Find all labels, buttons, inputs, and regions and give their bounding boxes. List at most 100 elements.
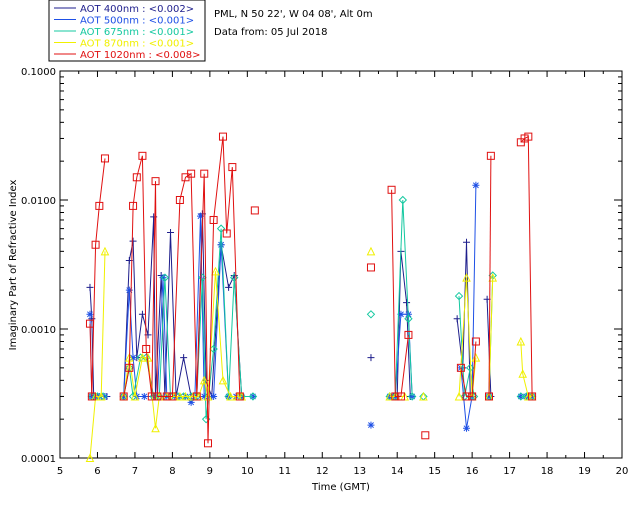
marker-triangle	[203, 391, 213, 401]
marker-triangle	[211, 266, 220, 276]
x-axis: 5 6 7 8 9 10 11 12 13 14 15 16 17 18 19 20	[57, 71, 629, 477]
marker-square	[91, 240, 100, 249]
marker-plus	[138, 310, 146, 318]
marker-plus	[463, 238, 471, 246]
marker-plus	[129, 237, 137, 245]
marker-triangle	[85, 453, 95, 462]
x-tick-label: 6	[94, 466, 100, 477]
marker-asterisk	[200, 392, 208, 400]
marker-asterisk	[397, 310, 405, 318]
marker-square	[200, 169, 209, 178]
x-tick-label: 5	[57, 466, 63, 477]
marker-plus	[367, 354, 375, 362]
series-line	[123, 228, 253, 420]
marker-diamond	[407, 392, 417, 401]
marker-square	[209, 215, 218, 224]
marker-triangle	[419, 391, 428, 401]
marker-square	[528, 392, 537, 401]
marker-square	[486, 151, 495, 160]
marker-asterisk	[140, 392, 148, 400]
marker-triangle	[130, 391, 140, 401]
x-tick-label: 9	[207, 466, 213, 477]
site-info: PML, N 50 22', W 04 08', Alt 0m	[214, 9, 373, 20]
marker-triangle	[462, 273, 471, 282]
marker-diamond	[398, 195, 408, 205]
series-line	[123, 271, 242, 429]
marker-triangle	[488, 273, 498, 282]
marker-square	[524, 132, 533, 141]
marker-asterisk	[125, 286, 133, 294]
series-line	[520, 341, 533, 397]
series-line	[123, 136, 241, 444]
marker-square	[168, 392, 177, 401]
x-tick-label: 13	[353, 466, 366, 477]
marker-triangle	[199, 375, 209, 385]
legend-entry: AOT 675nm : <0.001>	[80, 27, 194, 38]
x-axis-label: Time (GMT)	[311, 482, 370, 493]
legend-entry: AOT 500nm : <0.001>	[80, 16, 194, 27]
marker-square	[468, 392, 477, 401]
series-line	[488, 155, 492, 397]
marker-triangle	[471, 352, 481, 362]
marker-square	[85, 319, 94, 328]
marker-plus	[453, 315, 461, 323]
x-tick-label: 20	[616, 466, 629, 477]
y-axis: 0.0001 0.0010 0.0100 0.1000	[21, 67, 622, 465]
marker-plus	[225, 283, 233, 291]
marker-square	[203, 439, 212, 448]
series-line	[89, 158, 106, 397]
marker-triangle	[226, 391, 235, 401]
marker-triangle	[366, 246, 376, 256]
marker-square	[125, 363, 134, 372]
x-tick-label: 14	[391, 466, 404, 477]
y-axis-label: Imaginary Part of Refractive Index	[8, 180, 19, 351]
y-tick-label: 0.0010	[21, 325, 56, 336]
marker-triangle	[96, 391, 106, 401]
y-tick-label: 0.1000	[21, 67, 56, 78]
marker-square	[396, 392, 405, 401]
marker-square	[421, 431, 430, 440]
marker-square	[162, 392, 171, 401]
marker-plus	[167, 228, 175, 236]
marker-asterisk	[129, 354, 137, 362]
marker-asterisk	[187, 398, 195, 406]
marker-triangle	[138, 352, 147, 362]
marker-square	[119, 392, 128, 401]
x-tick-label: 11	[278, 466, 291, 477]
marker-square	[222, 229, 231, 238]
marker-square	[391, 392, 400, 401]
marker-square	[366, 263, 375, 272]
marker-square	[187, 169, 196, 178]
series-layer	[85, 132, 537, 462]
series-line	[123, 216, 253, 404]
marker-square	[100, 154, 109, 163]
marker-plus	[180, 354, 188, 362]
marker-diamond	[404, 314, 413, 323]
marker-square	[456, 363, 465, 372]
marker-square	[250, 206, 259, 215]
x-tick-label: 18	[541, 466, 554, 477]
marker-triangle	[454, 391, 464, 401]
marker-asterisk	[210, 392, 218, 400]
marker-square	[151, 177, 160, 186]
marker-square	[484, 392, 493, 401]
series-line	[89, 251, 106, 459]
marker-triangle	[175, 391, 185, 401]
x-tick-label: 15	[428, 466, 441, 477]
marker-square	[95, 201, 104, 210]
marker-diamond	[160, 273, 170, 282]
x-tick-label: 8	[169, 466, 175, 477]
marker-square	[147, 392, 156, 401]
marker-plus	[86, 283, 94, 291]
series-aot-1020nm	[85, 132, 537, 448]
marker-diamond	[466, 363, 475, 373]
series-line	[520, 135, 533, 397]
series-line	[391, 189, 409, 397]
marker-asterisk	[86, 310, 94, 318]
marker-triangle	[151, 423, 160, 433]
marker-triangle	[100, 246, 110, 256]
marker-plus	[403, 299, 411, 307]
x-tick-label: 7	[132, 466, 138, 477]
series-line	[458, 277, 477, 397]
